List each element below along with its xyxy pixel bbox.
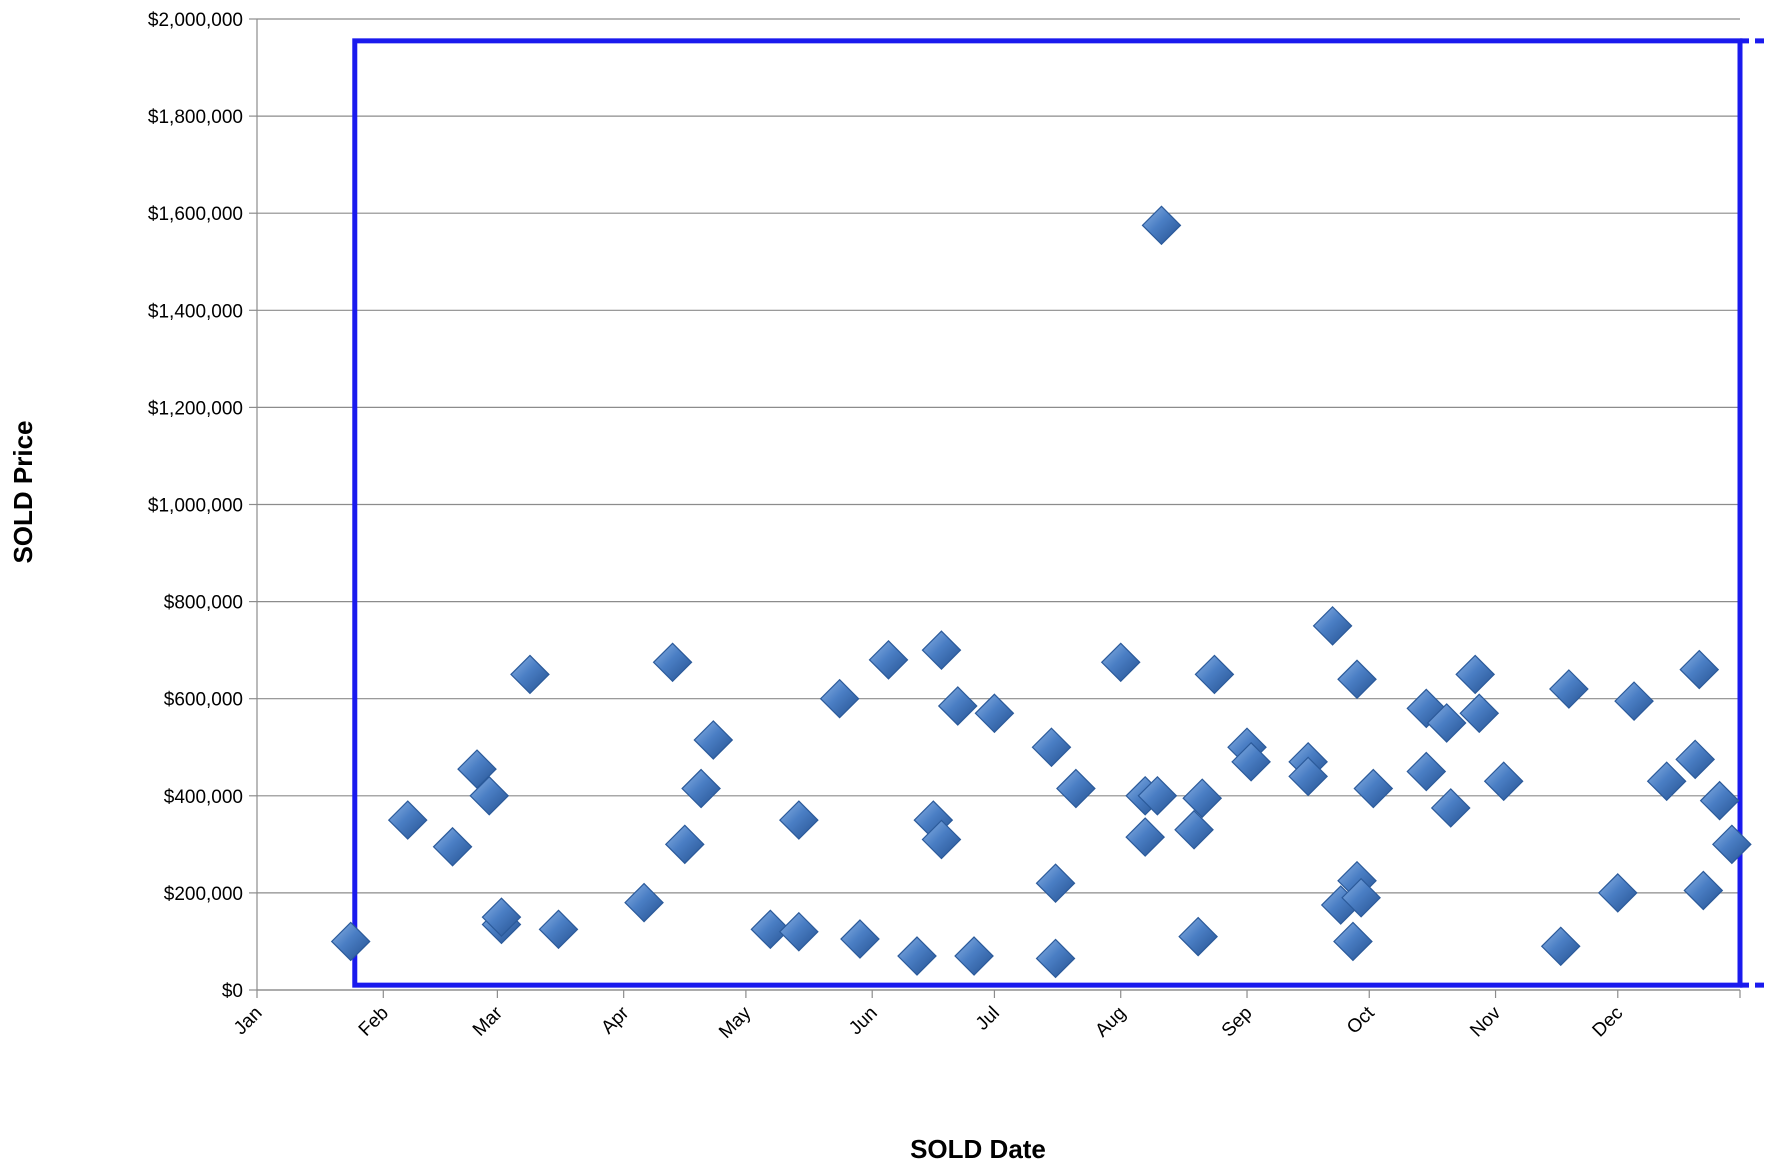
x-tick-label: Apr [597,1002,633,1038]
data-point [1679,649,1720,690]
data-point [538,909,579,950]
data-point [819,678,860,719]
data-point [469,775,510,816]
y-tick-label: $0 [222,981,243,1002]
data-point [1353,768,1394,809]
data-point [1712,824,1752,865]
data-point [652,642,693,683]
data-point [1100,642,1141,683]
y-tick-label: $1,800,000 [148,107,243,128]
data-point [693,720,734,760]
data-point [1483,761,1524,802]
data-point [1125,817,1166,857]
data-point [1231,741,1271,782]
highlight-rectangle [352,38,1743,988]
y-tick-label: $1,200,000 [148,398,243,419]
y-axis-title: SOLD Price [8,420,38,563]
data-point [868,640,909,680]
data-point [1646,761,1687,802]
data-point [1540,926,1581,967]
data-point [624,882,664,923]
data-point [1174,809,1214,850]
x-tick-label: Mar [469,1002,507,1040]
data-point [1675,739,1716,780]
y-tick-label: $200,000 [164,884,243,905]
data-point [840,919,880,959]
data-points [330,205,1752,979]
data-point [330,921,371,962]
x-tick-labels: Jan Feb Mar Apr May Jun Jul Aug Sep Oct Nov Dec [230,1002,1627,1043]
data-point [457,749,497,789]
data-point [921,819,962,860]
y-tick-label: $1,600,000 [148,204,243,225]
data-point [1549,669,1589,709]
data-point [1597,873,1638,913]
x-tick-label: Sep [1218,1003,1257,1042]
data-point [510,654,550,695]
y-tick-label: $800,000 [164,593,243,614]
data-point [1341,877,1381,918]
data-point [1137,775,1178,816]
data-point [897,936,937,976]
x-tick-label: Nov [1466,1002,1505,1041]
data-point [1699,780,1740,821]
data-point [750,909,791,950]
data-point [1333,921,1373,962]
data-point [1178,916,1218,957]
data-point [921,630,962,670]
x-tick-label: May [715,1002,756,1043]
data-point [1035,863,1076,904]
data-point [1406,751,1447,792]
data-point [481,897,522,938]
y-tick-label: $600,000 [164,690,243,711]
data-point [1031,727,1072,768]
y-tick-labels: $0 $200,000 $400,000 $600,000 $800,000 $1,000… [148,10,243,1002]
x-axis-title: SOLD Date [910,1134,1046,1164]
data-point [1035,938,1076,979]
y-tick-label: $1,400,000 [148,301,243,322]
highlight-box [352,38,1765,988]
data-point [1455,654,1496,695]
data-point [1426,703,1467,743]
data-point [1459,693,1500,734]
data-point [974,693,1015,734]
data-point [779,911,819,952]
x-tick-label: Jan [230,1003,267,1040]
data-point [1141,205,1182,246]
data-point [1614,681,1654,721]
x-tick-label: Aug [1092,1003,1131,1042]
data-point [779,800,819,840]
x-tick-label: Feb [355,1003,393,1041]
x-tick-label: Dec [1589,1003,1628,1042]
axes [249,18,1741,998]
y-tick-label: $1,000,000 [148,496,243,517]
data-point [1056,768,1096,809]
data-point [664,824,705,865]
data-point [1182,778,1223,819]
data-point [1288,756,1328,797]
data-point [1194,654,1235,695]
data-point [1406,688,1447,729]
y-tick-label: $400,000 [164,787,243,808]
data-point [681,768,721,809]
x-tick-label: Oct [1343,1002,1379,1038]
data-point [937,686,978,726]
data-point [1683,870,1724,911]
gridlines [257,18,1740,991]
data-point [1430,788,1471,828]
x-tick-label: Jun [845,1003,882,1040]
y-tick-label: $2,000,000 [148,10,243,31]
data-point [1337,659,1377,700]
data-point [387,800,428,840]
x-tick-label: Jul [972,1003,1004,1035]
data-point [954,936,994,976]
data-point [1312,606,1353,646]
data-point [432,826,473,867]
